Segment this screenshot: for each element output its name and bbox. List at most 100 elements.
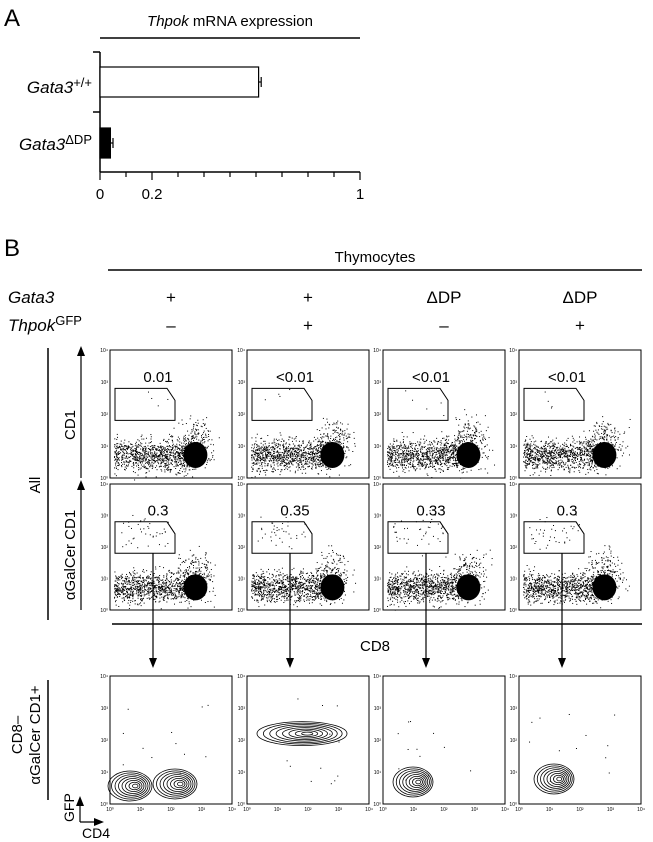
- event-dot: [282, 446, 284, 448]
- event-dot: [265, 460, 267, 462]
- event-dot: [294, 450, 296, 452]
- event-dot: [164, 587, 166, 589]
- event-dot: [324, 599, 326, 601]
- event-dot: [163, 576, 165, 578]
- event-dot: [302, 590, 304, 592]
- event-dot: [185, 445, 187, 447]
- event-dot: [323, 453, 325, 455]
- event-dot: [210, 569, 212, 571]
- event-dot: [116, 453, 118, 455]
- event-dot: [162, 579, 164, 581]
- event-dot: [180, 462, 182, 464]
- event-dot: [149, 591, 151, 593]
- event-dot: [300, 586, 302, 588]
- event-dot: [338, 434, 340, 436]
- event-dot: [156, 460, 158, 462]
- gate-event-dot: [147, 545, 149, 547]
- event-dot: [256, 469, 258, 471]
- event-dot: [120, 448, 122, 450]
- event-dot: [132, 596, 134, 598]
- event-dot: [288, 443, 290, 445]
- event-dot: [295, 587, 297, 589]
- event-dot: [138, 576, 140, 578]
- event-dot: [130, 593, 132, 595]
- event-dot: [274, 449, 276, 451]
- event-dot: [177, 465, 179, 467]
- event-dot: [119, 590, 121, 592]
- event-dot: [253, 462, 255, 464]
- event-dot: [119, 588, 121, 590]
- event-dot: [258, 590, 260, 592]
- event-dot: [144, 462, 146, 464]
- event-dot: [261, 449, 263, 451]
- event-dot: [258, 452, 260, 454]
- event-dot: [178, 458, 180, 460]
- event-dot: [128, 580, 130, 582]
- event-dot: [306, 581, 308, 583]
- event-dot: [285, 585, 287, 587]
- event-dot: [263, 450, 265, 452]
- event-dot: [193, 437, 195, 439]
- event-dot: [173, 580, 175, 582]
- event-dot: [301, 595, 303, 597]
- event-dot: [192, 446, 194, 448]
- gata3-genotype: ΔDP: [427, 288, 462, 307]
- outlier-dot: [286, 760, 288, 762]
- event-dot: [334, 602, 336, 604]
- contour-line: [170, 777, 188, 791]
- event-dot: [342, 442, 344, 444]
- event-dot: [277, 591, 279, 593]
- event-dot: [282, 452, 284, 454]
- event-dot: [305, 447, 307, 449]
- plot-frame: [382, 349, 506, 479]
- event-dot: [259, 459, 261, 461]
- event-dot: [176, 596, 178, 598]
- event-dot: [185, 469, 187, 471]
- event-dot: [259, 581, 261, 583]
- event-dot: [267, 435, 269, 437]
- event-dot: [119, 446, 121, 448]
- event-dot: [335, 585, 337, 587]
- event-dot: [131, 579, 133, 581]
- event-dot: [207, 576, 209, 578]
- event-dot: [266, 601, 268, 603]
- event-dot: [183, 454, 185, 456]
- event-dot: [138, 580, 140, 582]
- event-dot: [117, 577, 119, 579]
- event-dot: [261, 573, 263, 575]
- event-dot: [137, 474, 139, 476]
- event-dot: [279, 582, 281, 584]
- event-dot: [287, 577, 289, 579]
- event-dot: [160, 586, 162, 588]
- event-dot: [132, 453, 134, 455]
- event-dot: [305, 457, 307, 459]
- event-dot: [171, 585, 173, 587]
- event-dot: [325, 557, 327, 559]
- event-dot: [306, 599, 308, 601]
- event-dot: [251, 437, 253, 439]
- event-dot: [127, 587, 129, 589]
- event-dot: [280, 441, 282, 443]
- event-dot: [313, 436, 315, 438]
- event-dot: [342, 447, 344, 449]
- event-dot: [293, 448, 295, 450]
- event-dot: [149, 446, 151, 448]
- event-dot: [140, 588, 142, 590]
- event-dot: [277, 594, 279, 596]
- event-dot: [158, 578, 160, 580]
- event-dot: [267, 581, 269, 583]
- event-dot: [330, 437, 332, 439]
- event-dot: [274, 601, 276, 603]
- event-dot: [199, 590, 201, 592]
- event-dot: [136, 457, 138, 459]
- gate-event-dot: [281, 528, 283, 530]
- event-dot: [283, 449, 285, 451]
- event-dot: [328, 553, 330, 555]
- event-dot: [319, 446, 321, 448]
- y-tick-label: 10³: [101, 514, 109, 520]
- event-dot: [301, 466, 303, 468]
- event-dot: [300, 570, 302, 572]
- event-dot: [336, 454, 338, 456]
- event-dot: [272, 454, 274, 456]
- event-dot: [179, 588, 181, 590]
